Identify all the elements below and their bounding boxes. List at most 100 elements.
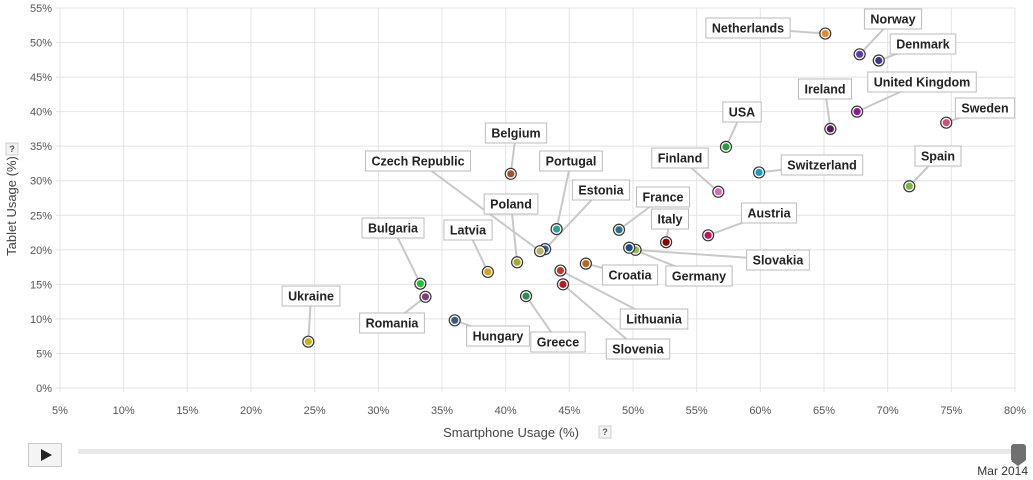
point-dot bbox=[484, 268, 492, 276]
point-austria[interactable] bbox=[702, 229, 715, 242]
point-switzerland[interactable] bbox=[752, 166, 766, 179]
leader-line bbox=[555, 160, 572, 230]
point-usa[interactable] bbox=[719, 140, 733, 153]
label-box bbox=[863, 8, 923, 30]
label-text: Ukraine bbox=[288, 290, 334, 304]
point-belgium[interactable] bbox=[504, 167, 517, 180]
label-box bbox=[359, 312, 425, 334]
label-text: Romania bbox=[366, 317, 420, 331]
point-romania[interactable] bbox=[419, 290, 432, 303]
label-text: Greece bbox=[537, 336, 579, 350]
label-sweden: Sweden bbox=[954, 97, 1016, 119]
x-tick-label: 25% bbox=[304, 405, 326, 417]
y-tick-label: 15% bbox=[30, 279, 52, 291]
point-france[interactable] bbox=[612, 223, 626, 236]
label-austria: Austria bbox=[740, 202, 798, 224]
point-sweden[interactable] bbox=[940, 116, 953, 129]
y-tick-label: 10% bbox=[30, 314, 52, 326]
label-netherlands: Netherlands bbox=[705, 17, 791, 39]
label-text: Norway bbox=[870, 13, 915, 27]
point-dot bbox=[513, 258, 521, 266]
label-box bbox=[914, 145, 962, 167]
label-text: Czech Republic bbox=[371, 155, 464, 169]
point-united-kingdom[interactable] bbox=[851, 105, 864, 118]
label-box bbox=[867, 71, 977, 93]
label-text: Germany bbox=[672, 270, 726, 284]
play-button[interactable] bbox=[28, 443, 62, 467]
point-spain[interactable] bbox=[903, 180, 916, 193]
y-axis-help-button[interactable]: ? bbox=[5, 142, 19, 156]
leader-line bbox=[562, 283, 639, 350]
point-bulgaria[interactable] bbox=[414, 277, 427, 290]
label-slovenia: Slovenia bbox=[605, 338, 671, 360]
label-lithuania: Lithuania bbox=[619, 308, 689, 330]
point-finland[interactable] bbox=[712, 185, 725, 198]
label-box bbox=[636, 186, 690, 208]
label-box bbox=[889, 33, 957, 55]
label-box bbox=[746, 249, 810, 271]
label-text: Spain bbox=[921, 150, 955, 164]
data-points bbox=[302, 27, 953, 348]
label-greece: Greece bbox=[530, 331, 586, 353]
label-portugal: Portugal bbox=[539, 150, 603, 172]
label-text: USA bbox=[729, 106, 755, 120]
point-labels: Netherlands Norway Denmark United Kingdom Ir… bbox=[281, 8, 1016, 360]
point-norway[interactable] bbox=[853, 48, 866, 61]
label-text: United Kingdom bbox=[874, 76, 971, 90]
label-box bbox=[954, 97, 1016, 119]
label-box bbox=[571, 179, 631, 201]
x-tick-label: 35% bbox=[431, 405, 453, 417]
point-italy[interactable] bbox=[660, 236, 673, 249]
point-greece[interactable] bbox=[519, 290, 533, 303]
point-denmark[interactable] bbox=[872, 54, 885, 67]
y-axis-help-icon: ? bbox=[9, 144, 15, 154]
label-box bbox=[601, 264, 659, 286]
label-box bbox=[539, 150, 603, 172]
point-czech-republic[interactable] bbox=[533, 245, 547, 258]
point-dot bbox=[451, 316, 459, 324]
point-lithuania[interactable] bbox=[554, 264, 567, 277]
label-latvia: Latvia bbox=[443, 219, 493, 241]
y-tick-label: 0% bbox=[36, 383, 52, 395]
point-dot bbox=[905, 182, 913, 190]
point-croatia[interactable] bbox=[579, 257, 592, 270]
label-estonia: Estonia bbox=[571, 179, 631, 201]
label-box bbox=[443, 219, 493, 241]
label-text: Finland bbox=[658, 152, 702, 166]
label-text: Ireland bbox=[805, 83, 846, 97]
label-ukraine: Ukraine bbox=[281, 285, 341, 307]
point-slovenia[interactable] bbox=[556, 278, 570, 291]
point-dot bbox=[856, 50, 864, 58]
timeline-track[interactable] bbox=[78, 449, 1024, 454]
x-tick-label: 70% bbox=[877, 405, 899, 417]
label-box bbox=[619, 308, 689, 330]
label-spain: Spain bbox=[914, 145, 962, 167]
timeline-thumb[interactable] bbox=[1011, 444, 1026, 466]
label-text: Portugal bbox=[546, 155, 597, 169]
label-box bbox=[364, 150, 472, 172]
point-hungary[interactable] bbox=[448, 314, 461, 327]
label-box bbox=[780, 154, 864, 176]
chart-grid bbox=[56, 7, 1016, 392]
y-tick-label: 50% bbox=[30, 38, 52, 50]
point-portugal[interactable] bbox=[550, 222, 563, 236]
point-dot bbox=[553, 225, 561, 233]
y-tick-labels: 0% 5% 10% 15% 20% 25% 30% 35% 40% 45% 50% 55% bbox=[30, 3, 52, 395]
y-axis-title: Tablet Usage (%) bbox=[4, 156, 19, 256]
point-netherlands[interactable] bbox=[819, 27, 832, 40]
point-ukraine[interactable] bbox=[302, 335, 315, 348]
point-dot bbox=[821, 29, 829, 38]
y-tick-label: 25% bbox=[30, 210, 52, 222]
point-latvia[interactable] bbox=[481, 265, 494, 279]
point-ireland[interactable] bbox=[824, 122, 837, 136]
label-box bbox=[722, 101, 762, 123]
point-poland[interactable] bbox=[511, 256, 524, 269]
label-box bbox=[705, 17, 791, 39]
label-box bbox=[361, 217, 425, 239]
point-dot bbox=[875, 56, 883, 65]
label-norway: Norway bbox=[863, 8, 923, 30]
label-finland: Finland bbox=[651, 147, 709, 169]
point-germany[interactable] bbox=[623, 241, 636, 254]
x-axis-help-button[interactable]: ? bbox=[598, 425, 612, 439]
label-czech-republic: Czech Republic bbox=[364, 150, 472, 172]
